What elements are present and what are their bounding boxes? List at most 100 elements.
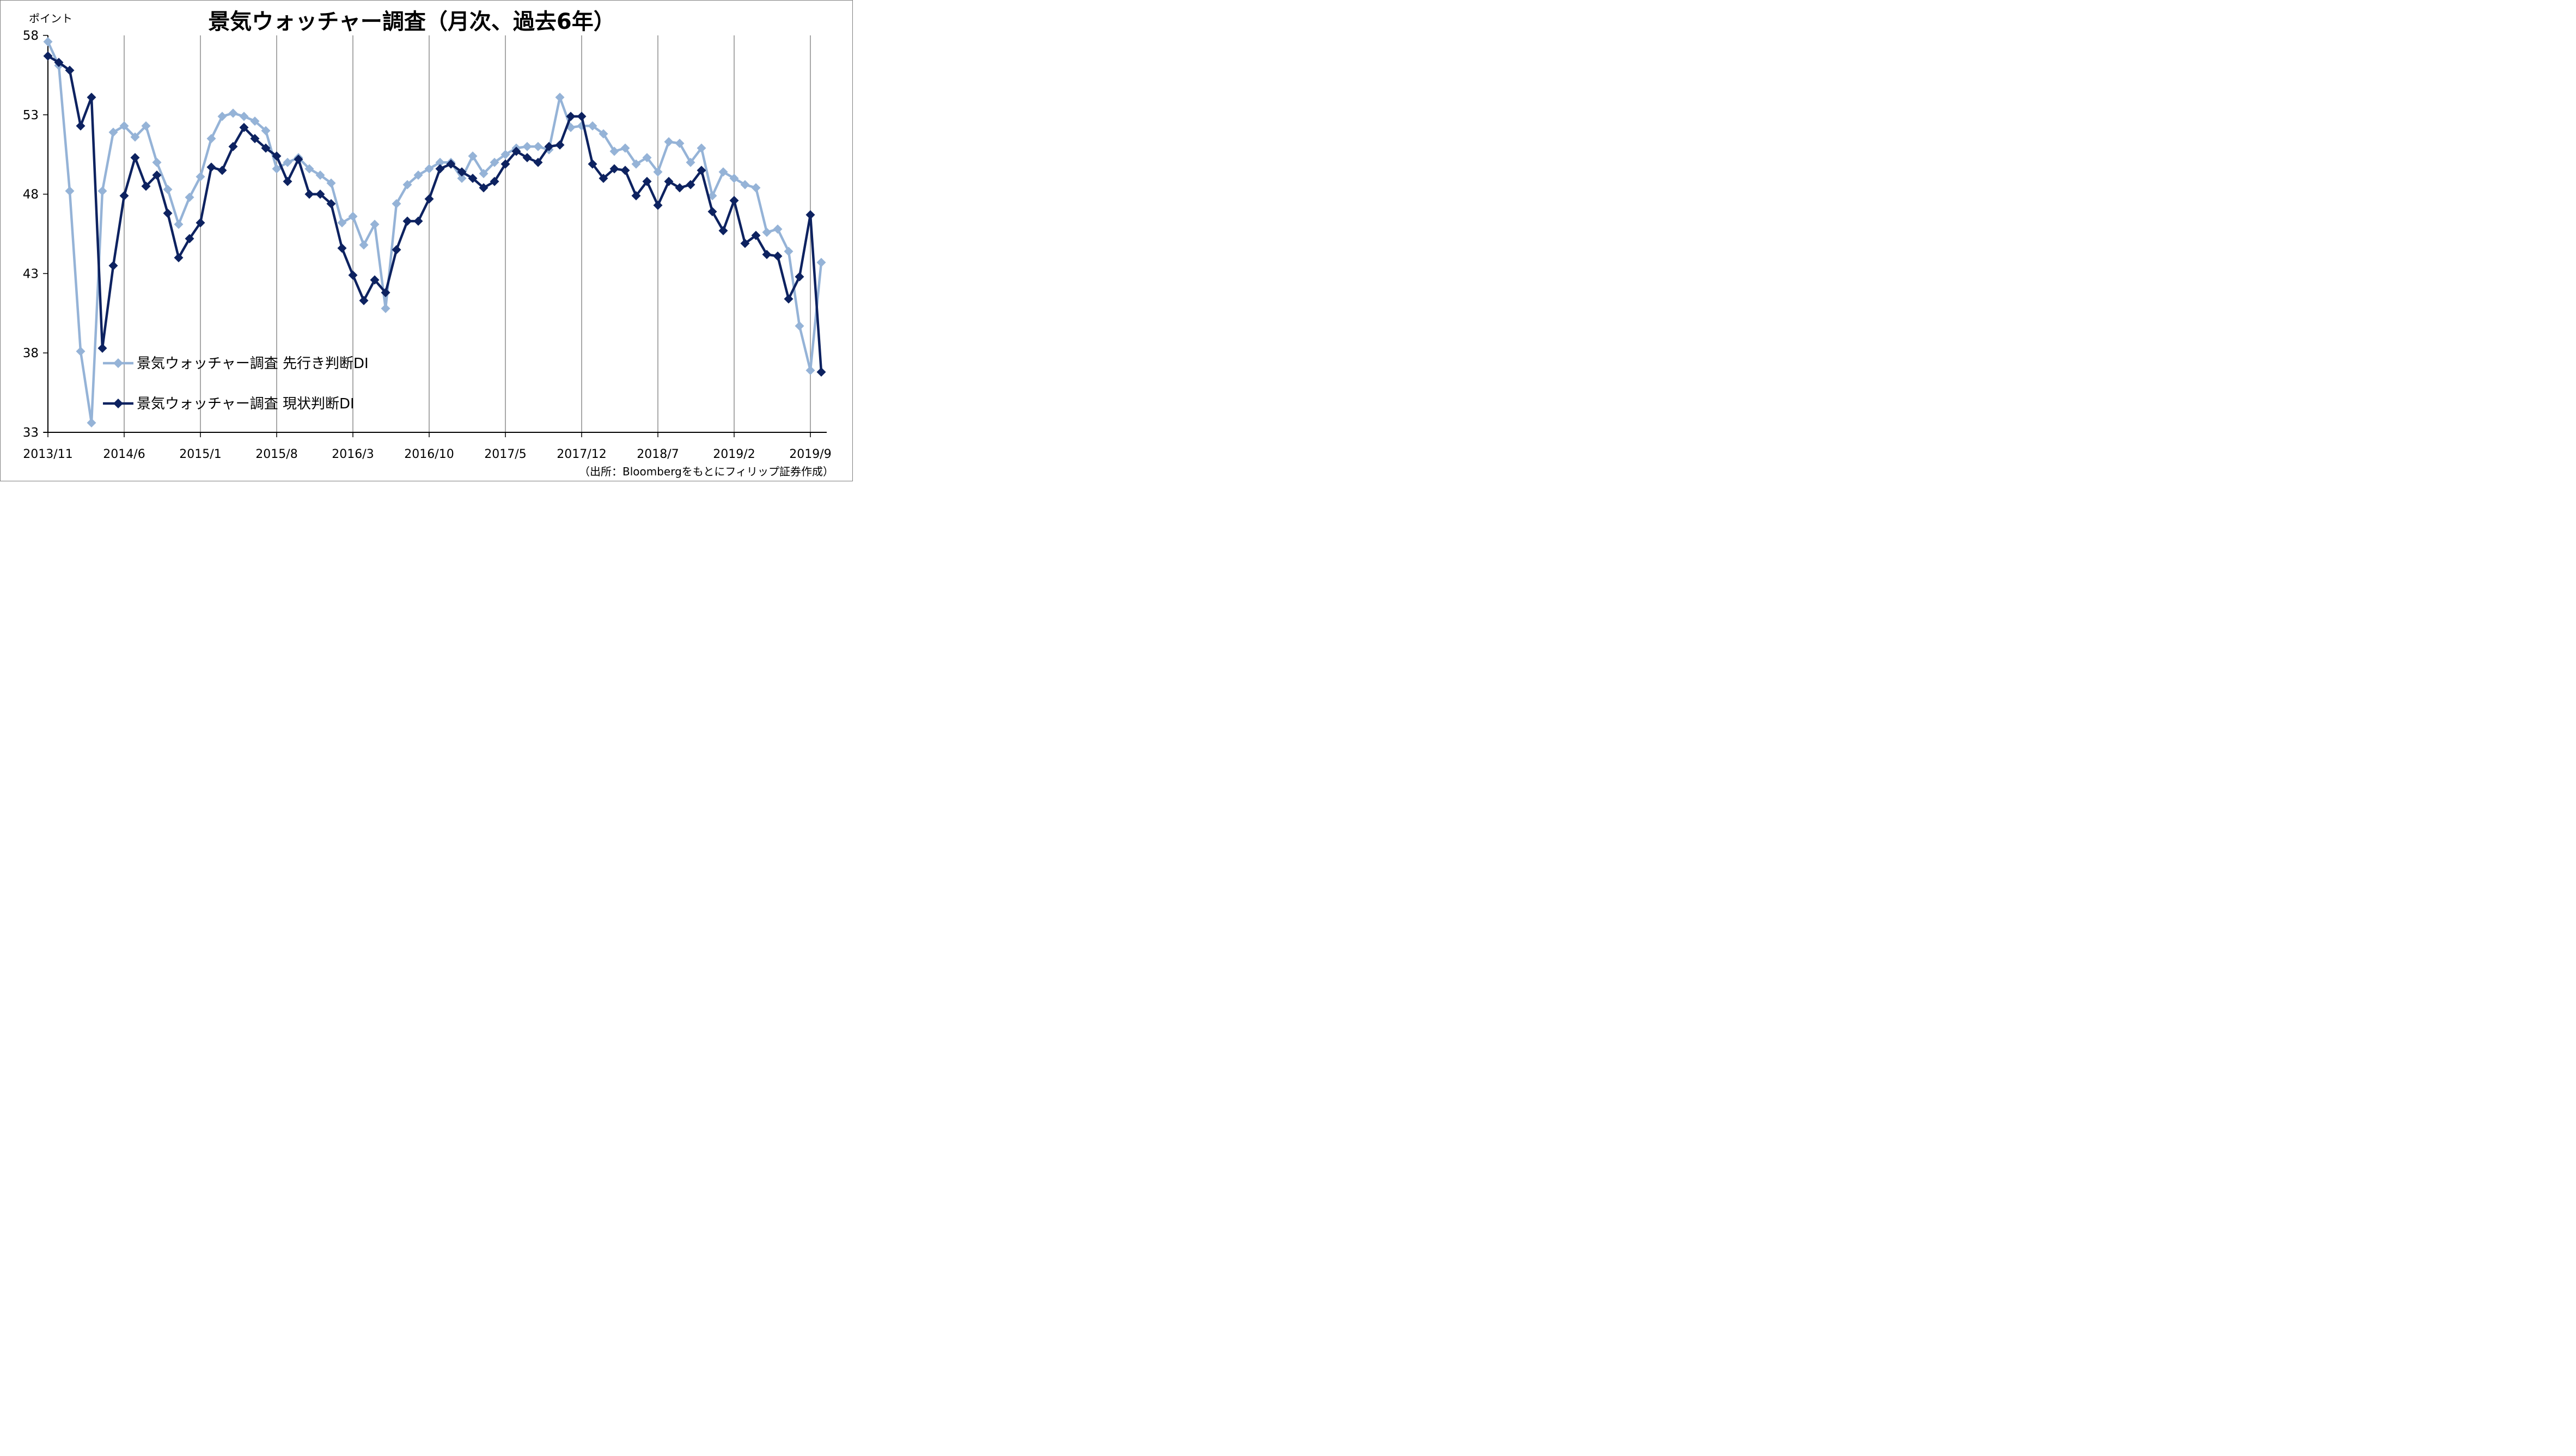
data-point bbox=[522, 142, 532, 151]
y-unit-label: ポイント bbox=[29, 12, 72, 25]
data-point bbox=[402, 216, 412, 226]
data-point bbox=[686, 157, 695, 167]
data-point bbox=[424, 164, 434, 174]
data-point bbox=[588, 121, 597, 131]
data-point bbox=[370, 219, 380, 229]
data-point bbox=[620, 143, 630, 153]
data-point bbox=[283, 176, 292, 186]
data-point bbox=[392, 199, 401, 209]
data-point bbox=[174, 253, 184, 262]
data-point bbox=[816, 367, 826, 377]
data-point bbox=[446, 159, 456, 169]
data-point bbox=[675, 138, 685, 148]
data-point bbox=[141, 121, 151, 131]
data-point bbox=[381, 287, 390, 297]
data-point bbox=[370, 275, 380, 285]
data-point bbox=[740, 180, 750, 189]
gridlines bbox=[124, 35, 811, 432]
data-point bbox=[457, 167, 467, 177]
data-point bbox=[609, 146, 619, 156]
data-point bbox=[413, 170, 423, 180]
data-point bbox=[511, 146, 521, 156]
data-point bbox=[261, 126, 271, 136]
data-point bbox=[533, 157, 543, 167]
chart-frame: 景気ウォッチャー調査（月次、過去6年） ポイント 33 38 43 48 53 58 20… bbox=[0, 0, 853, 481]
data-point bbox=[239, 112, 249, 121]
data-point bbox=[609, 164, 619, 174]
data-point bbox=[773, 224, 783, 234]
x-tick-label: 2017/12 bbox=[557, 448, 606, 461]
data-point bbox=[729, 173, 739, 183]
data-point bbox=[272, 164, 282, 174]
data-point bbox=[326, 199, 336, 209]
data-point bbox=[141, 181, 151, 191]
data-point bbox=[239, 123, 249, 132]
data-point bbox=[664, 176, 674, 186]
x-tick-label: 2015/1 bbox=[179, 448, 221, 461]
data-point bbox=[577, 112, 587, 121]
y-tick-label: 48 bbox=[23, 188, 39, 202]
chart-svg: 景気ウォッチャー調査（月次、過去6年） ポイント 33 38 43 48 53 58 20… bbox=[23, 9, 834, 478]
data-point bbox=[479, 169, 489, 179]
data-point bbox=[599, 129, 608, 139]
legend: 景気ウォッチャー調査 先行き判断DI 景気ウォッチャー調査 現状判断DI bbox=[103, 356, 369, 412]
data-point bbox=[435, 164, 445, 174]
data-point bbox=[424, 194, 434, 204]
data-point bbox=[653, 167, 663, 177]
data-point bbox=[664, 137, 674, 146]
data-point bbox=[185, 234, 194, 243]
data-point bbox=[435, 157, 445, 167]
data-point bbox=[500, 150, 510, 160]
x-tick-label: 2015/8 bbox=[255, 448, 297, 461]
data-point bbox=[533, 142, 543, 151]
data-point bbox=[206, 162, 216, 172]
data-point bbox=[718, 167, 728, 177]
data-point bbox=[348, 211, 358, 221]
data-point bbox=[97, 343, 107, 353]
data-point bbox=[686, 180, 695, 189]
data-point bbox=[762, 228, 772, 237]
legend-label-1: 景気ウォッチャー調査 先行き判断DI bbox=[137, 356, 369, 372]
data-point bbox=[468, 151, 478, 161]
data-point bbox=[206, 134, 216, 144]
data-point bbox=[522, 153, 532, 163]
y-tick-labels: 33 38 43 48 53 58 bbox=[23, 29, 39, 440]
axes bbox=[43, 35, 827, 437]
data-point bbox=[65, 65, 75, 75]
data-point bbox=[784, 247, 793, 256]
data-point bbox=[500, 159, 510, 169]
data-point bbox=[468, 173, 478, 183]
data-point bbox=[315, 170, 325, 180]
data-point bbox=[76, 121, 86, 131]
data-point bbox=[174, 219, 184, 229]
x-tick-label: 2016/10 bbox=[404, 448, 454, 461]
data-point bbox=[119, 191, 129, 201]
data-point bbox=[457, 173, 467, 183]
data-point bbox=[108, 261, 118, 271]
data-point bbox=[228, 142, 238, 151]
data-point bbox=[566, 112, 576, 121]
data-point bbox=[762, 249, 772, 259]
data-point bbox=[43, 37, 53, 47]
data-point bbox=[729, 195, 739, 205]
data-point bbox=[805, 365, 815, 375]
source-note: （出所：Bloombergをもとにフィリップ証券作成） bbox=[579, 465, 834, 478]
series-2 bbox=[43, 51, 826, 377]
data-point bbox=[620, 166, 630, 175]
y-tick-label: 33 bbox=[23, 426, 39, 440]
data-point bbox=[76, 346, 86, 356]
x-tick-label: 2019/2 bbox=[713, 448, 755, 461]
data-point bbox=[751, 230, 761, 240]
data-point bbox=[599, 173, 608, 183]
data-point bbox=[283, 157, 292, 167]
data-point bbox=[642, 153, 652, 163]
data-point bbox=[152, 170, 162, 180]
data-point bbox=[740, 238, 750, 248]
data-point bbox=[381, 304, 390, 314]
data-point bbox=[795, 272, 804, 282]
y-tick-label: 43 bbox=[23, 267, 39, 281]
data-point bbox=[315, 189, 325, 199]
legend-label-2: 景気ウォッチャー調査 現状判断DI bbox=[137, 396, 355, 412]
data-point bbox=[43, 51, 53, 61]
chart-title: 景気ウォッチャー調査（月次、過去6年） bbox=[208, 9, 615, 34]
